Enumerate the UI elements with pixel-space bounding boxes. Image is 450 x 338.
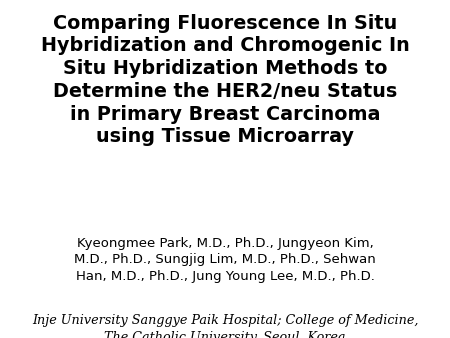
Text: Kyeongmee Park, M.D., Ph.D., Jungyeon Kim,
M.D., Ph.D., Sungjig Lim, M.D., Ph.D.: Kyeongmee Park, M.D., Ph.D., Jungyeon Ki… [74,237,376,283]
Text: Inje University Sanggye Paik Hospital; College of Medicine,
The Catholic Univers: Inje University Sanggye Paik Hospital; C… [32,314,418,338]
Text: Comparing Fluorescence In Situ
Hybridization and Chromogenic In
Situ Hybridizati: Comparing Fluorescence In Situ Hybridiza… [40,14,410,146]
